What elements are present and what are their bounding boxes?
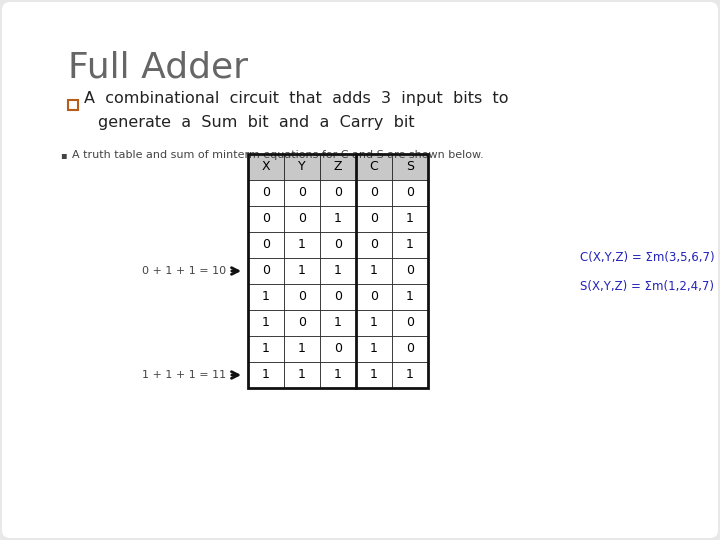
Text: C(X,Y,Z) = Σm(3,5,6,7): C(X,Y,Z) = Σm(3,5,6,7) xyxy=(580,252,715,265)
Bar xyxy=(248,310,284,336)
Bar xyxy=(320,232,356,258)
Bar xyxy=(284,362,320,388)
Text: Y: Y xyxy=(298,160,306,173)
Text: 0 + 1 + 1 = 10: 0 + 1 + 1 = 10 xyxy=(142,266,226,276)
Bar xyxy=(356,206,392,232)
Bar xyxy=(356,362,392,388)
Bar xyxy=(248,362,284,388)
Text: 0: 0 xyxy=(406,186,414,199)
Text: 1: 1 xyxy=(298,368,306,381)
Text: 0: 0 xyxy=(370,186,378,199)
Text: 1: 1 xyxy=(298,239,306,252)
Bar xyxy=(284,180,320,206)
Bar xyxy=(320,362,356,388)
Text: 1: 1 xyxy=(406,239,414,252)
Text: X: X xyxy=(261,160,270,173)
Bar xyxy=(248,232,284,258)
Bar xyxy=(248,206,284,232)
Bar xyxy=(248,154,428,388)
Text: 1: 1 xyxy=(262,291,270,303)
Bar xyxy=(356,154,392,180)
Bar xyxy=(320,336,356,362)
Bar xyxy=(392,258,428,284)
Text: 0: 0 xyxy=(298,213,306,226)
Text: 1: 1 xyxy=(334,368,342,381)
Bar xyxy=(356,284,392,310)
Text: 1: 1 xyxy=(298,265,306,278)
Text: 1: 1 xyxy=(370,316,378,329)
Bar xyxy=(284,206,320,232)
Text: 0: 0 xyxy=(262,213,270,226)
Text: 0: 0 xyxy=(262,239,270,252)
Bar xyxy=(320,154,356,180)
Bar xyxy=(356,310,392,336)
Text: 0: 0 xyxy=(334,342,342,355)
Bar xyxy=(284,232,320,258)
Bar xyxy=(320,258,356,284)
Bar xyxy=(356,336,392,362)
Text: C: C xyxy=(369,160,379,173)
Text: 1: 1 xyxy=(370,342,378,355)
Bar xyxy=(320,206,356,232)
Bar xyxy=(284,284,320,310)
Bar xyxy=(320,310,356,336)
Text: Full Adder: Full Adder xyxy=(68,50,248,84)
Bar xyxy=(248,154,284,180)
Bar xyxy=(68,100,78,110)
Bar xyxy=(392,232,428,258)
Text: 1: 1 xyxy=(262,342,270,355)
Text: 0: 0 xyxy=(406,342,414,355)
Bar xyxy=(284,258,320,284)
Bar xyxy=(392,206,428,232)
Text: 1: 1 xyxy=(406,213,414,226)
Bar xyxy=(392,154,428,180)
Bar xyxy=(320,284,356,310)
Text: 1: 1 xyxy=(370,265,378,278)
Text: ▪: ▪ xyxy=(60,150,67,160)
Text: 0: 0 xyxy=(406,316,414,329)
Text: generate  a  Sum  bit  and  a  Carry  bit: generate a Sum bit and a Carry bit xyxy=(98,114,415,130)
Bar xyxy=(248,180,284,206)
Text: 0: 0 xyxy=(370,291,378,303)
Bar xyxy=(392,180,428,206)
Text: 0: 0 xyxy=(298,291,306,303)
Bar xyxy=(320,180,356,206)
Bar xyxy=(284,154,320,180)
Bar xyxy=(392,310,428,336)
Bar xyxy=(248,336,284,362)
Bar xyxy=(248,258,284,284)
Text: 0: 0 xyxy=(334,291,342,303)
Text: 1 + 1 + 1 = 11: 1 + 1 + 1 = 11 xyxy=(142,370,226,380)
Text: 1: 1 xyxy=(406,368,414,381)
Bar xyxy=(356,180,392,206)
Text: 0: 0 xyxy=(370,239,378,252)
Text: 1: 1 xyxy=(262,368,270,381)
Text: 0: 0 xyxy=(334,186,342,199)
Text: 1: 1 xyxy=(406,291,414,303)
Text: 0: 0 xyxy=(298,316,306,329)
Text: S(X,Y,Z) = Σm(1,2,4,7): S(X,Y,Z) = Σm(1,2,4,7) xyxy=(580,280,714,293)
Text: 0: 0 xyxy=(334,239,342,252)
Text: 0: 0 xyxy=(370,213,378,226)
Bar xyxy=(284,336,320,362)
Bar xyxy=(356,232,392,258)
Bar xyxy=(284,310,320,336)
Text: 0: 0 xyxy=(262,265,270,278)
Text: A  combinational  circuit  that  adds  3  input  bits  to: A combinational circuit that adds 3 inpu… xyxy=(84,91,508,105)
Text: 1: 1 xyxy=(262,316,270,329)
Text: Z: Z xyxy=(334,160,342,173)
Text: 1: 1 xyxy=(334,316,342,329)
Text: 1: 1 xyxy=(334,265,342,278)
Text: A truth table and sum of minterm equations for C and S are shown below.: A truth table and sum of minterm equatio… xyxy=(72,150,484,160)
Text: S: S xyxy=(406,160,414,173)
Text: 1: 1 xyxy=(298,342,306,355)
Bar xyxy=(392,336,428,362)
Bar xyxy=(392,284,428,310)
Text: 0: 0 xyxy=(262,186,270,199)
Bar xyxy=(392,362,428,388)
Text: 1: 1 xyxy=(334,213,342,226)
Bar xyxy=(248,284,284,310)
Text: 0: 0 xyxy=(298,186,306,199)
Bar xyxy=(356,258,392,284)
